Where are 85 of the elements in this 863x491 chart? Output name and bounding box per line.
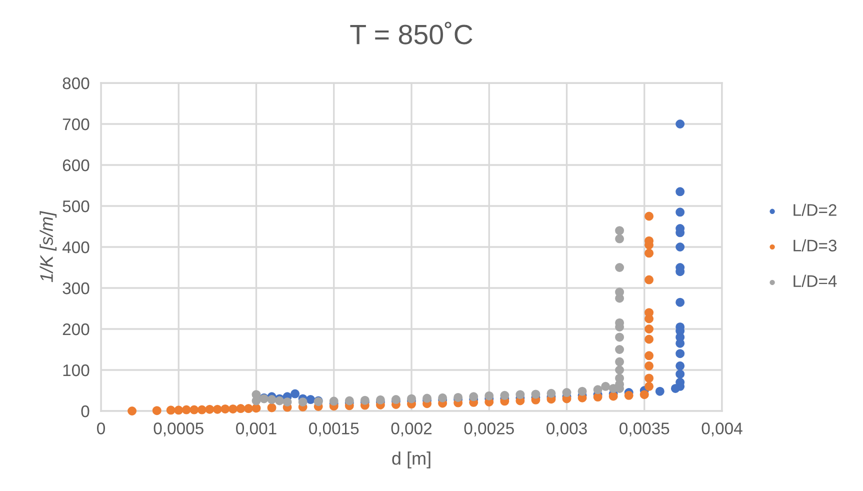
point bbox=[644, 382, 654, 391]
point bbox=[469, 392, 478, 402]
point bbox=[546, 388, 556, 398]
point bbox=[228, 404, 238, 414]
point bbox=[676, 242, 685, 252]
x-tick-label: 0,001 bbox=[236, 422, 276, 436]
point bbox=[174, 406, 184, 415]
point bbox=[615, 357, 624, 366]
chart-title: T = 850˚C bbox=[350, 22, 472, 44]
point bbox=[608, 392, 618, 401]
point bbox=[644, 334, 654, 344]
x-tick-label: 0,0015 bbox=[309, 422, 359, 436]
point bbox=[128, 406, 137, 416]
point bbox=[676, 349, 685, 358]
point bbox=[516, 390, 525, 400]
point bbox=[640, 390, 649, 400]
y-tick-label: 400 bbox=[62, 241, 90, 254]
point bbox=[615, 226, 624, 236]
y-tick-label: 0 bbox=[81, 405, 90, 418]
point bbox=[593, 385, 602, 394]
point bbox=[601, 382, 610, 391]
point bbox=[676, 361, 685, 370]
point bbox=[267, 403, 276, 412]
y-tick-label: 200 bbox=[62, 323, 90, 336]
point bbox=[615, 366, 624, 374]
point bbox=[562, 388, 572, 398]
point bbox=[212, 404, 222, 414]
x-tick-label: 0,0035 bbox=[620, 422, 670, 436]
point bbox=[615, 234, 624, 244]
point bbox=[500, 390, 510, 400]
point bbox=[531, 390, 540, 399]
point bbox=[182, 405, 191, 414]
point bbox=[578, 386, 587, 396]
point bbox=[252, 404, 261, 413]
x-tick-label: 0,004 bbox=[702, 422, 742, 436]
point bbox=[644, 351, 654, 360]
y-tick-label: 600 bbox=[62, 159, 90, 172]
point bbox=[644, 324, 654, 334]
point bbox=[298, 397, 308, 406]
point bbox=[267, 395, 276, 404]
point bbox=[290, 389, 300, 398]
point bbox=[624, 390, 634, 400]
x-tick-label: 0 bbox=[97, 422, 105, 434]
point bbox=[484, 391, 494, 400]
y-tick-label: 500 bbox=[62, 200, 90, 212]
point bbox=[676, 298, 685, 307]
x-tick-label: 0,0005 bbox=[154, 422, 204, 436]
point bbox=[615, 345, 624, 354]
point bbox=[655, 386, 664, 396]
point bbox=[152, 406, 162, 416]
point bbox=[220, 404, 230, 414]
point bbox=[676, 370, 685, 379]
x-tick-label: 0,003 bbox=[546, 422, 587, 436]
point bbox=[676, 120, 685, 128]
point bbox=[644, 212, 654, 221]
point bbox=[615, 332, 624, 342]
y-tick-label: 300 bbox=[62, 282, 90, 294]
point bbox=[190, 405, 199, 414]
x-tick-label: 0,0025 bbox=[464, 422, 514, 436]
point bbox=[205, 404, 214, 414]
point bbox=[644, 248, 654, 258]
point bbox=[244, 404, 253, 414]
point bbox=[644, 374, 654, 383]
y-tick-label: 800 bbox=[62, 77, 90, 90]
point bbox=[282, 397, 292, 406]
y-tick-label: 100 bbox=[63, 364, 90, 376]
point bbox=[236, 404, 246, 414]
point bbox=[615, 263, 624, 272]
point bbox=[644, 361, 654, 370]
y-tick-label: 700 bbox=[62, 118, 90, 130]
point bbox=[454, 392, 463, 402]
point bbox=[197, 405, 206, 414]
legend-label: L/D=4 bbox=[794, 274, 837, 288]
x-axis-title: d [m] bbox=[392, 452, 430, 468]
point bbox=[676, 187, 685, 196]
x-tick-label: 0,002 bbox=[391, 422, 432, 436]
point bbox=[306, 395, 316, 404]
legend-label: L/D=3 bbox=[794, 239, 836, 252]
point bbox=[166, 406, 176, 415]
point bbox=[593, 392, 602, 402]
point bbox=[329, 396, 338, 406]
legend-label: L/D=2 bbox=[794, 204, 836, 216]
y-axis-title: 1/K [s/m] bbox=[40, 211, 57, 282]
point bbox=[676, 208, 685, 217]
point bbox=[644, 275, 654, 284]
